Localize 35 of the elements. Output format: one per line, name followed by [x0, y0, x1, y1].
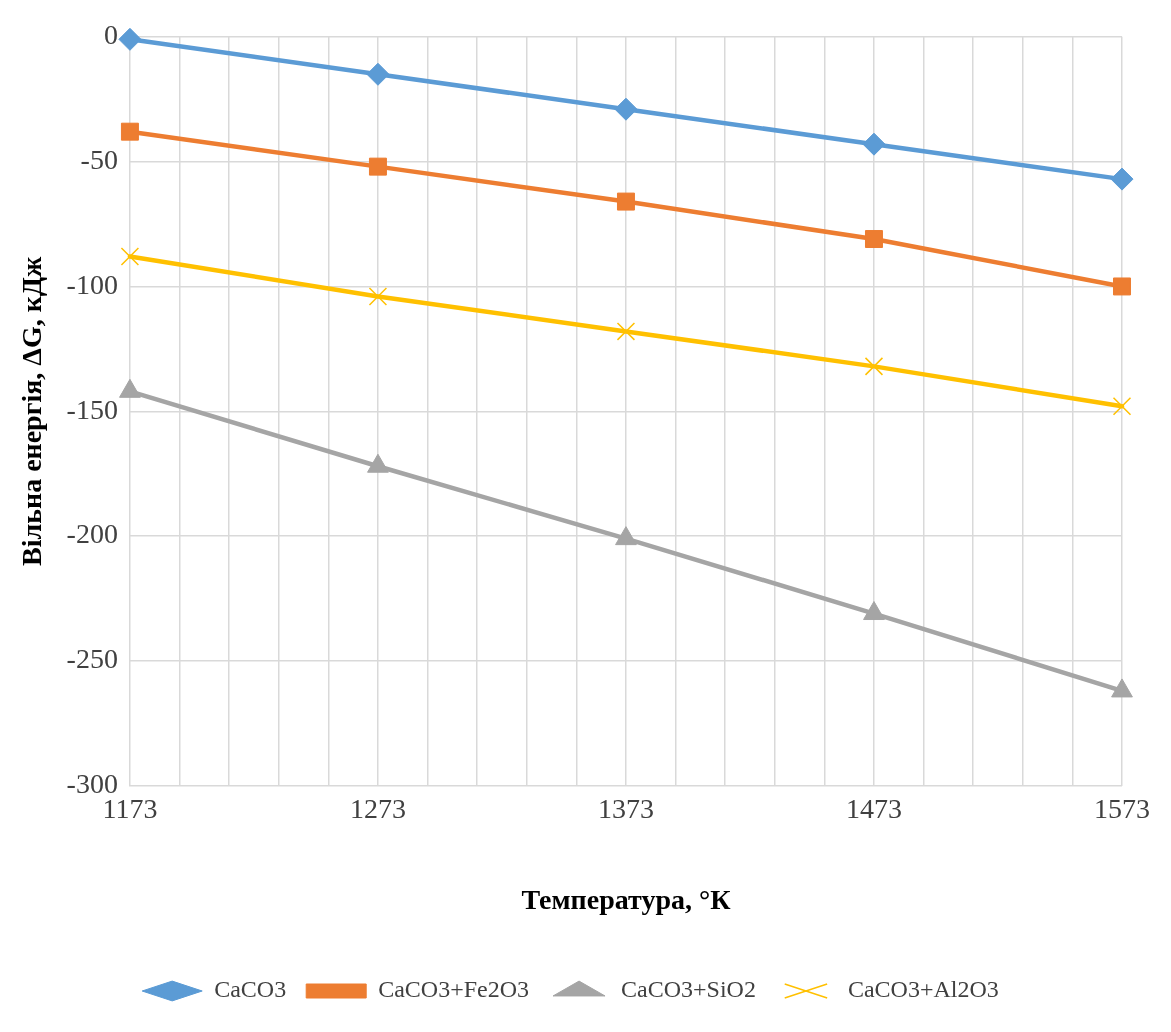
point: [616, 192, 635, 211]
x-tick-label: 1373: [597, 792, 654, 824]
point: [862, 132, 886, 156]
y-tick-label: -100: [66, 268, 118, 300]
point: [864, 357, 884, 376]
point: [614, 97, 638, 121]
point: [368, 287, 388, 306]
legend-label: CaCO3+Fe2O3: [378, 976, 530, 1003]
legend-label: CaCO3+SiO2: [621, 976, 756, 1003]
y-tick-label: -150: [66, 393, 118, 425]
point: [120, 247, 140, 266]
point: [1112, 397, 1132, 416]
x-tick-label: 1573: [1094, 792, 1150, 824]
y-tick-label: -50: [80, 143, 118, 175]
point: [366, 62, 390, 86]
y-tick-label: -250: [66, 643, 118, 675]
y-tick-label: -200: [66, 518, 118, 550]
legend-label: CaCO3: [214, 976, 287, 1003]
x-tick-label: 1473: [845, 792, 902, 824]
point: [615, 526, 637, 546]
x-tick-label: 1273: [349, 792, 406, 824]
point: [1110, 167, 1134, 191]
point: [865, 230, 883, 249]
point: [368, 157, 387, 176]
legend-label: CaCO3+Al2O3: [847, 976, 999, 1003]
point: [367, 453, 389, 473]
point: [118, 27, 142, 51]
y-tick-label: 0: [103, 19, 118, 51]
point: [1111, 678, 1133, 698]
x-axis-title: Температура, °К: [521, 884, 732, 916]
point: [863, 601, 885, 621]
point: [616, 322, 636, 341]
point: [120, 122, 139, 141]
y-axis-title: Вільна енергія, ΔG, кДж: [16, 255, 48, 566]
point: [1113, 277, 1131, 296]
